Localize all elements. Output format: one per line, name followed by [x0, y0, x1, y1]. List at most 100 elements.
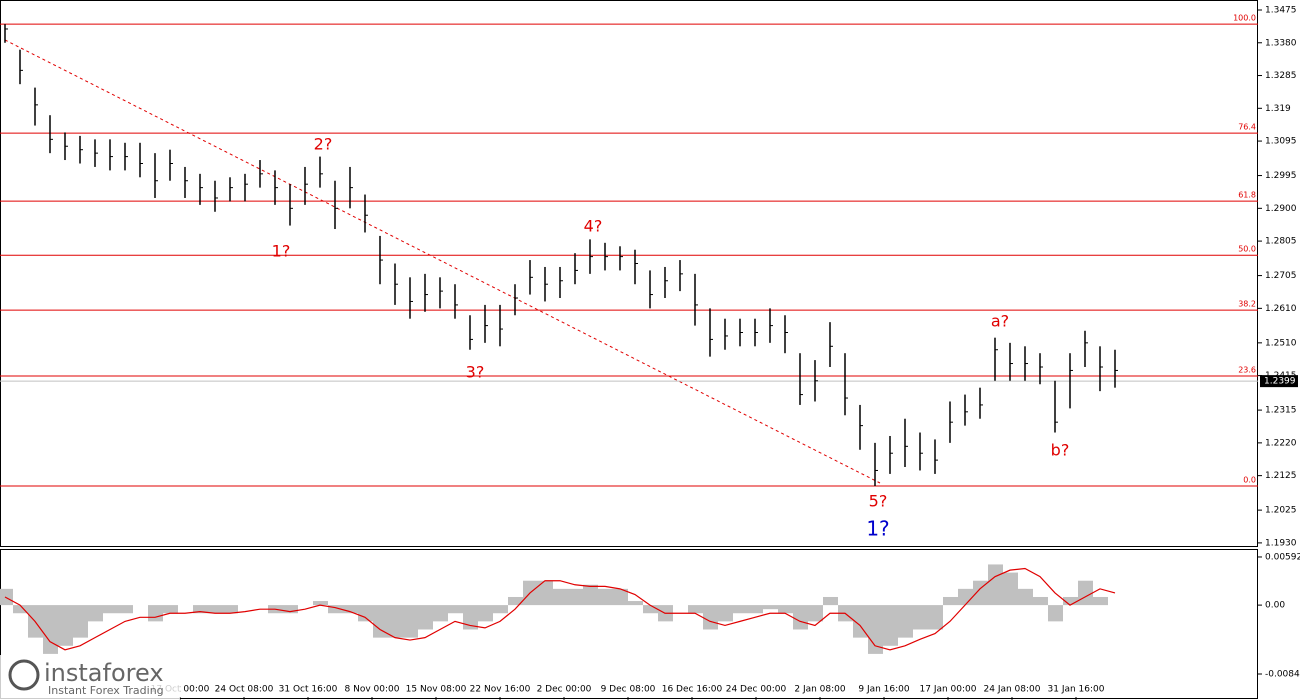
histogram-bar	[1093, 596, 1108, 606]
current-price-box	[1260, 375, 1298, 388]
histogram-bar	[553, 588, 568, 606]
histogram-bar	[598, 588, 613, 606]
histogram-bar	[283, 605, 298, 614]
histogram-bar	[898, 605, 913, 638]
y-tick-label: 1.3380	[1265, 38, 1297, 48]
histogram-bar	[643, 605, 658, 614]
histogram-bar	[148, 605, 163, 622]
y-tick-label: 0.00592	[1265, 552, 1300, 562]
y-tick-label: 1.2220	[1265, 438, 1297, 448]
x-tick-label: 9 Jan 16:00	[858, 685, 910, 695]
x-tick-label: 24 Jan 08:00	[984, 685, 1041, 695]
histogram-bar	[763, 605, 778, 610]
histogram-bar	[613, 588, 628, 606]
y-tick-label: 1.3095	[1265, 137, 1297, 147]
histogram-bar	[913, 605, 928, 630]
fib-label: 50.0	[1238, 245, 1256, 254]
wave-label: 1?	[272, 242, 291, 261]
wave-label: a?	[991, 312, 1009, 331]
histogram-bar	[13, 605, 28, 614]
histogram-bar	[418, 605, 433, 630]
histogram-bar	[163, 605, 178, 614]
x-tick-label: 2 Dec 00:00	[537, 685, 592, 695]
oscillator-panel	[0, 549, 1258, 699]
histogram-bar	[973, 580, 988, 606]
wave-label: 5?	[869, 492, 888, 511]
histogram-bar	[748, 605, 763, 614]
histogram-bar	[223, 605, 238, 614]
x-tick-label: 22 Nov 16:00	[470, 685, 531, 695]
histogram-bar	[493, 605, 508, 614]
histogram-bar	[1018, 588, 1033, 606]
histogram-bar	[388, 605, 403, 638]
fib-label: 100.0	[1233, 14, 1256, 23]
histogram-bar	[778, 605, 793, 614]
x-tick-label: 24 Dec 00:00	[726, 685, 787, 695]
histogram-bar	[718, 605, 733, 622]
histogram-bar	[373, 605, 388, 638]
y-tick-label: -0.00847	[1265, 669, 1300, 679]
x-tick-label: 16 Dec 16:00	[662, 685, 723, 695]
histogram-bar	[958, 588, 973, 606]
histogram-bar	[1063, 596, 1078, 606]
histogram-bar	[448, 605, 463, 614]
histogram-bar	[1003, 572, 1018, 606]
logo-icon	[8, 659, 40, 691]
histogram-bar	[118, 605, 133, 614]
wave-label: 2?	[314, 135, 333, 154]
histogram-bar	[433, 605, 448, 622]
wave-label: 3?	[466, 363, 485, 382]
current-price-label: 1.2399	[1264, 377, 1296, 387]
histogram-bar	[328, 605, 343, 614]
logo: instaforex Instant Forex Trading	[0, 655, 180, 700]
x-tick-label: 9 Dec 08:00	[601, 685, 656, 695]
fib-label: 38.2	[1238, 300, 1256, 309]
y-tick-label: 1.2995	[1265, 171, 1297, 181]
histogram-bar	[628, 601, 643, 606]
wave-label: 4?	[584, 217, 603, 236]
histogram-bar	[538, 580, 553, 606]
wave-label: b?	[1051, 441, 1070, 460]
histogram-bar	[508, 596, 523, 606]
histogram-bar	[808, 605, 823, 622]
histogram-bar	[0, 588, 13, 606]
histogram-bar	[688, 605, 703, 614]
histogram-bar	[733, 605, 748, 614]
histogram-bar	[823, 596, 838, 606]
histogram-bar	[208, 605, 223, 614]
y-tick-label: 1.2610	[1265, 304, 1297, 314]
logo-name: instaforex	[44, 659, 164, 687]
histogram-bar	[943, 596, 958, 606]
x-tick-label: 15 Nov 08:00	[406, 685, 467, 695]
histogram-bar	[403, 605, 418, 638]
histogram-bar	[1048, 605, 1063, 622]
x-tick-label: 31 Jan 16:00	[1048, 685, 1105, 695]
histogram-bar	[568, 588, 583, 606]
x-tick-label: 24 Oct 08:00	[215, 685, 274, 695]
y-tick-label: 1.2315	[1265, 406, 1297, 416]
y-tick-label: 1.3475	[1265, 6, 1297, 16]
histogram-bar	[88, 605, 103, 622]
y-tick-label: 1.2705	[1265, 271, 1297, 281]
histogram-bar	[463, 605, 478, 630]
histogram-bar	[853, 605, 868, 638]
x-tick-label: 17 Oct 00:00	[151, 685, 210, 695]
histogram-bar	[58, 605, 73, 646]
wave-label: 1?	[866, 517, 889, 541]
y-tick-label: 1.2510	[1265, 338, 1297, 348]
x-tick-label: 2 Jan 08:00	[794, 685, 846, 695]
signal-line	[4, 567, 1116, 651]
histogram-bar	[868, 605, 883, 654]
histogram-bar	[1033, 596, 1048, 606]
histogram-bar	[793, 605, 808, 630]
x-tick-label: 8 Nov 00:00	[345, 685, 400, 695]
y-tick-label: 1.319	[1265, 104, 1291, 114]
logo-tagline: Instant Forex Trading	[48, 684, 164, 697]
y-tick-label: 1.2805	[1265, 237, 1297, 247]
y-tick-label: 1.2125	[1265, 471, 1297, 481]
y-tick-label: 1.1930	[1265, 538, 1297, 548]
fib-label: 23.6	[1238, 365, 1256, 374]
histogram-bar	[703, 605, 718, 630]
histogram-bar	[103, 605, 118, 614]
